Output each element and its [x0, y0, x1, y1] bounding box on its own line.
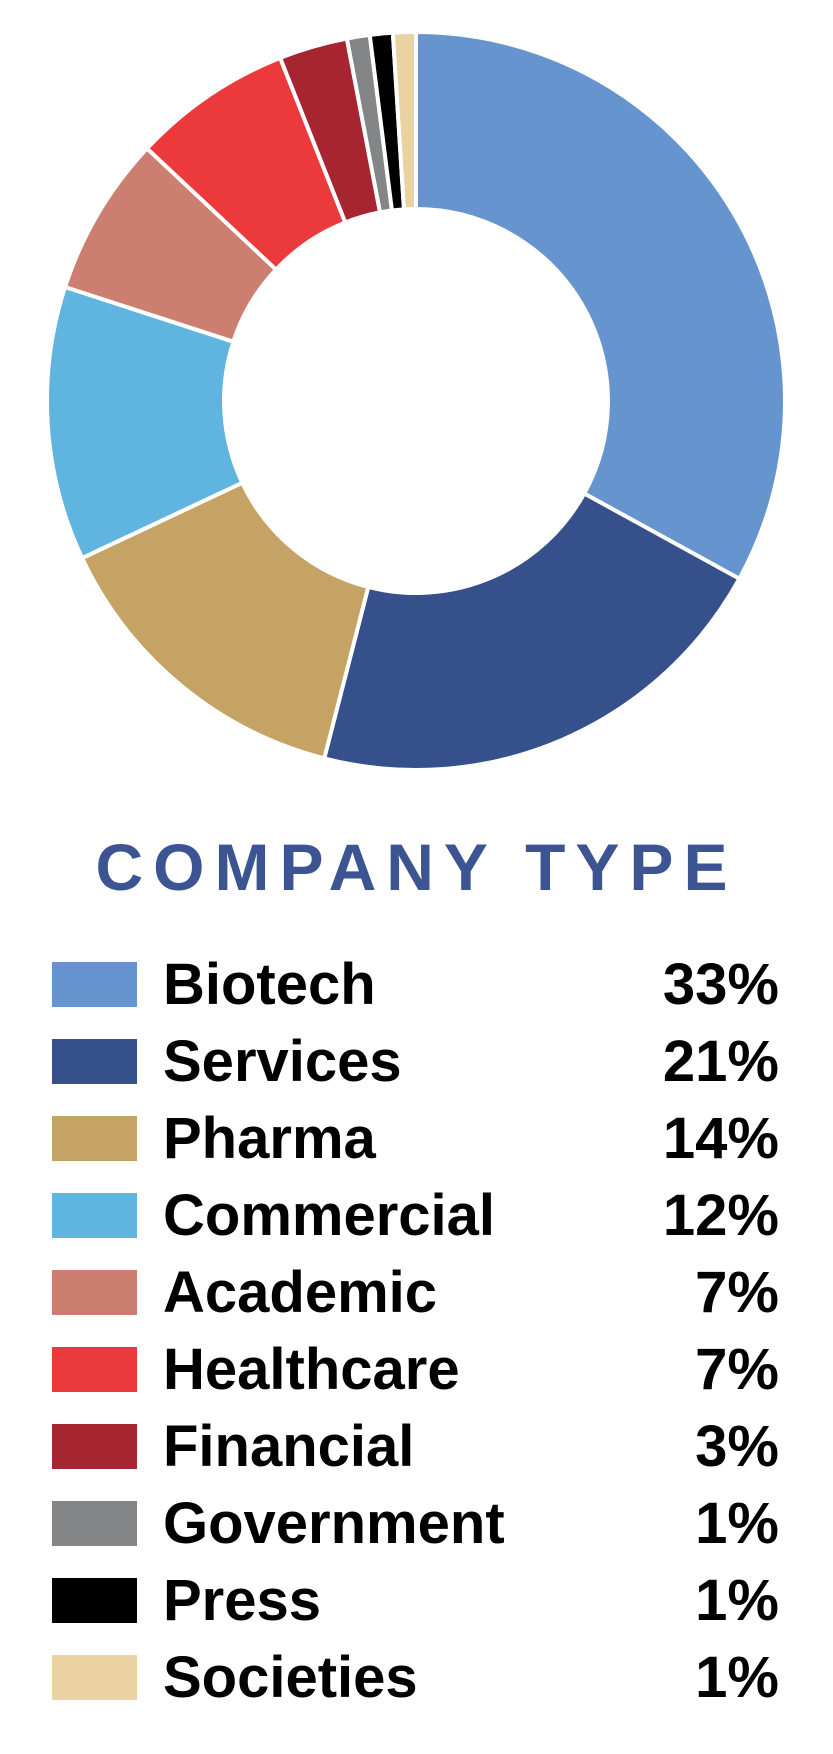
legend-value: 33%: [662, 951, 779, 1017]
legend-label: Press: [163, 1567, 322, 1633]
legend-swatch-biotech: [52, 962, 137, 1007]
legend-label: Government: [163, 1490, 505, 1556]
legend-item: Financial 3%: [52, 1408, 779, 1485]
legend-swatch-government: [52, 1501, 137, 1546]
legend-swatch-societies: [52, 1655, 137, 1700]
legend-value: 21%: [662, 1028, 779, 1094]
legend-item: Academic 7%: [52, 1254, 779, 1331]
chart-title: COMPANY TYPE: [95, 830, 738, 904]
donut-chart: [45, 29, 787, 773]
legend-swatch-academic: [52, 1270, 137, 1315]
legend-label: Services: [163, 1028, 402, 1094]
legend-item: Commercial 12%: [52, 1177, 779, 1254]
legend-swatch-financial: [52, 1424, 137, 1469]
legend-value: 12%: [662, 1182, 779, 1248]
legend-value: 3%: [695, 1413, 779, 1479]
legend-item: Press 1%: [52, 1562, 779, 1639]
legend-swatch-commercial: [52, 1193, 137, 1238]
legend-value: 14%: [662, 1105, 779, 1171]
legend-item: Healthcare 7%: [52, 1331, 779, 1408]
legend-value: 1%: [695, 1644, 779, 1710]
legend-swatch-pharma: [52, 1116, 137, 1161]
donut-slice-services: [321, 490, 743, 773]
legend-item: Societies 1%: [52, 1639, 779, 1716]
legend-label: Academic: [163, 1259, 438, 1325]
legend-label: Biotech: [163, 951, 376, 1017]
donut-slice-commercial: [45, 284, 245, 561]
legend-item: Government 1%: [52, 1485, 779, 1562]
legend-label: Commercial: [163, 1182, 496, 1248]
legend-label: Pharma: [163, 1105, 376, 1171]
donut-slice-biotech: [414, 29, 787, 582]
legend-item: Pharma 14%: [52, 1100, 779, 1177]
legend-swatch-healthcare: [52, 1347, 137, 1392]
donut-slice-societies: [390, 29, 418, 212]
legend-label: Healthcare: [163, 1336, 460, 1402]
legend-label: Societies: [163, 1644, 418, 1710]
legend-item: Biotech 33%: [52, 946, 779, 1023]
legend-label: Financial: [163, 1413, 415, 1479]
legend-value: 7%: [695, 1259, 779, 1325]
legend-swatch-press: [52, 1578, 137, 1623]
legend-item: Services 21%: [52, 1023, 779, 1100]
donut-slice-pharma: [79, 480, 371, 761]
legend-value: 1%: [695, 1490, 779, 1556]
legend-value: 1%: [695, 1567, 779, 1633]
legend-value: 7%: [695, 1336, 779, 1402]
legend: Biotech 33% Services 21% Pharma 14% Comm…: [52, 946, 779, 1716]
legend-swatch-services: [52, 1039, 137, 1084]
